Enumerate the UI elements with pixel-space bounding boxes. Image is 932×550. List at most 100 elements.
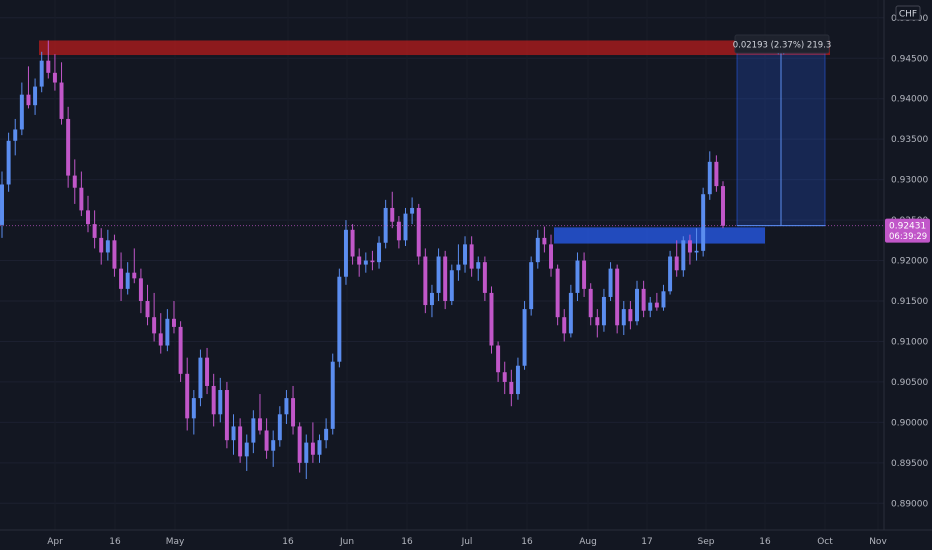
candle bbox=[575, 252, 580, 302]
candle-body bbox=[59, 82, 64, 119]
y-tick-label: 0.90000 bbox=[891, 418, 928, 428]
y-tick-label: 0.90500 bbox=[891, 378, 928, 388]
candle-body bbox=[52, 72, 57, 83]
candle-body bbox=[429, 292, 434, 306]
candle-body bbox=[46, 60, 51, 73]
candle-body bbox=[119, 268, 124, 289]
candle bbox=[59, 62, 64, 125]
candle bbox=[396, 216, 401, 249]
candle bbox=[542, 226, 547, 253]
y-tick-label: 0.89000 bbox=[891, 499, 928, 509]
time-axis[interactable]: Apr 16 May 16 Jun 16 Jul 16 Aug 17 Sep 16 Oct Nov bbox=[0, 529, 932, 547]
y-tick-label: 0.92000 bbox=[891, 257, 928, 267]
candle-body bbox=[6, 140, 11, 185]
candle-body bbox=[403, 213, 408, 241]
candle-body bbox=[224, 390, 229, 441]
candle-body bbox=[681, 240, 686, 271]
candle bbox=[568, 284, 573, 338]
candle-body bbox=[555, 268, 560, 318]
candle bbox=[264, 418, 269, 459]
candle bbox=[178, 321, 183, 382]
candle bbox=[595, 309, 600, 338]
candle-body bbox=[125, 272, 130, 289]
candle-body bbox=[343, 229, 348, 277]
candle-body bbox=[601, 296, 606, 326]
candle-body bbox=[185, 373, 190, 419]
last-price-badge-bg bbox=[885, 218, 930, 243]
candle bbox=[251, 410, 256, 454]
price-axis[interactable]: 0.950000.945000.940000.935000.930000.925… bbox=[883, 0, 930, 530]
candle-body bbox=[476, 262, 481, 269]
support-zone bbox=[554, 227, 765, 244]
x-tick-label: 16 bbox=[282, 537, 294, 547]
candle bbox=[297, 422, 302, 473]
x-tick-label: Sep bbox=[698, 537, 715, 547]
candle bbox=[370, 250, 375, 271]
candle bbox=[171, 301, 176, 334]
candle bbox=[403, 207, 408, 246]
candle bbox=[535, 229, 540, 269]
candle bbox=[66, 106, 71, 188]
candle bbox=[105, 229, 110, 261]
candle bbox=[608, 262, 613, 302]
candle bbox=[310, 422, 315, 463]
candle-body bbox=[443, 256, 448, 302]
candle bbox=[661, 284, 666, 311]
x-tick-label: Apr bbox=[47, 537, 63, 547]
candle bbox=[522, 301, 527, 370]
candle-body bbox=[549, 244, 554, 269]
candle bbox=[714, 155, 719, 192]
candle-body bbox=[377, 242, 382, 263]
candle bbox=[721, 181, 725, 229]
candle-body bbox=[396, 221, 401, 241]
candle-body bbox=[171, 318, 176, 327]
candle bbox=[277, 406, 282, 447]
candle-body bbox=[244, 442, 249, 457]
candle bbox=[26, 66, 31, 109]
x-tick-label: 16 bbox=[759, 537, 771, 547]
y-tick-label: 0.94500 bbox=[891, 54, 928, 64]
candle bbox=[337, 268, 342, 368]
candles-layer bbox=[0, 40, 725, 480]
candle-body bbox=[191, 398, 196, 419]
candle bbox=[92, 210, 97, 249]
candle bbox=[271, 430, 276, 467]
candle-body bbox=[145, 301, 150, 318]
y-tick-label: 0.94000 bbox=[891, 95, 928, 105]
zones-layer bbox=[39, 40, 830, 244]
candle-body bbox=[152, 317, 157, 334]
candle-body bbox=[370, 260, 375, 263]
candle bbox=[132, 248, 137, 284]
x-tick-label: May bbox=[166, 537, 185, 547]
x-tick-label: 17 bbox=[641, 537, 652, 547]
candle-body bbox=[687, 240, 692, 253]
candle-body bbox=[661, 291, 666, 308]
candle bbox=[205, 347, 210, 395]
candle bbox=[449, 264, 454, 306]
candle-body bbox=[463, 244, 468, 265]
candle bbox=[238, 418, 243, 463]
candle-body bbox=[529, 262, 534, 310]
currency-badge[interactable]: CHF bbox=[895, 5, 921, 21]
candle-body bbox=[595, 317, 600, 326]
candle-body bbox=[72, 175, 77, 188]
candle-body bbox=[410, 207, 415, 214]
candle bbox=[707, 151, 712, 200]
candle bbox=[668, 250, 673, 295]
candle bbox=[621, 301, 626, 335]
candle bbox=[654, 292, 659, 311]
candle-body bbox=[165, 318, 170, 346]
candle-body bbox=[562, 317, 567, 334]
candle-body bbox=[26, 94, 31, 106]
candle-body bbox=[238, 426, 243, 457]
candle-body bbox=[284, 398, 289, 415]
candle-body bbox=[363, 260, 368, 265]
candle-body bbox=[635, 288, 639, 322]
candle-body bbox=[350, 229, 355, 257]
candle bbox=[86, 195, 90, 233]
candle-body bbox=[257, 418, 262, 431]
candle bbox=[456, 244, 461, 281]
measure-label-text: 0.02193 (2.37%) 219.3 bbox=[733, 41, 832, 51]
